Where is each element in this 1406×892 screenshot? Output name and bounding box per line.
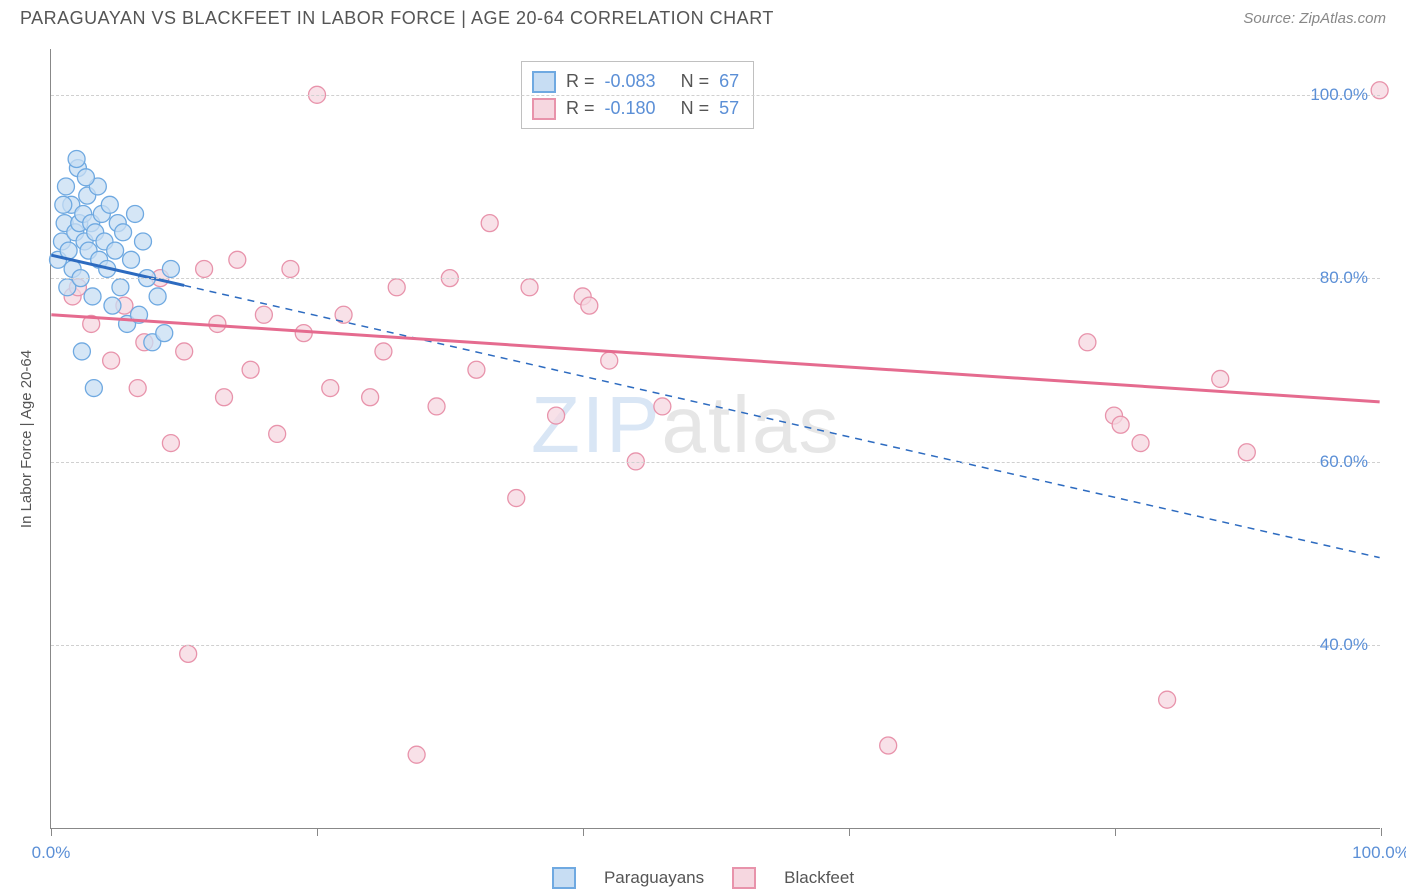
point-blackfeet	[180, 645, 197, 662]
n-value-blackfeet: 57	[719, 95, 739, 122]
gridline	[51, 645, 1380, 646]
point-blackfeet	[129, 380, 146, 397]
point-blackfeet	[176, 343, 193, 360]
point-blackfeet	[408, 746, 425, 763]
x-tick	[583, 828, 584, 836]
point-paraguayan	[115, 224, 132, 241]
point-blackfeet	[1159, 691, 1176, 708]
y-tick-label: 80.0%	[1320, 268, 1368, 288]
point-paraguayan	[73, 343, 90, 360]
x-tick	[51, 828, 52, 836]
point-blackfeet	[481, 215, 498, 232]
point-blackfeet	[322, 380, 339, 397]
point-paraguayan	[101, 196, 118, 213]
point-blackfeet	[162, 435, 179, 452]
point-blackfeet	[654, 398, 671, 415]
legend-label-blackfeet: Blackfeet	[784, 868, 854, 888]
stats-row-paraguayan: R = -0.083 N = 67	[532, 68, 739, 95]
legend-label-paraguayan: Paraguayans	[604, 868, 704, 888]
point-blackfeet	[282, 260, 299, 277]
point-paraguayan	[149, 288, 166, 305]
point-paraguayan	[55, 196, 72, 213]
point-paraguayan	[127, 205, 144, 222]
point-blackfeet	[1371, 82, 1388, 99]
gridline	[51, 95, 1380, 96]
point-paraguayan	[107, 242, 124, 259]
point-blackfeet	[548, 407, 565, 424]
point-paraguayan	[123, 251, 140, 268]
point-blackfeet	[375, 343, 392, 360]
trend-line-dashed	[184, 285, 1379, 557]
n-value-paraguayan: 67	[719, 68, 739, 95]
point-blackfeet	[508, 490, 525, 507]
swatch-blackfeet-bottom	[732, 867, 756, 889]
point-blackfeet	[216, 389, 233, 406]
point-blackfeet	[1079, 334, 1096, 351]
point-paraguayan	[57, 178, 74, 195]
bottom-legend: Paraguayans Blackfeet	[0, 867, 1406, 889]
point-blackfeet	[229, 251, 246, 268]
swatch-blackfeet	[532, 98, 556, 120]
trend-line-solid	[51, 315, 1379, 402]
x-tick-label: 0.0%	[32, 843, 71, 863]
point-paraguayan	[156, 325, 173, 342]
swatch-paraguayan-bottom	[552, 867, 576, 889]
scatter-svg	[51, 49, 1380, 828]
x-tick	[849, 828, 850, 836]
point-blackfeet	[1212, 370, 1229, 387]
point-blackfeet	[428, 398, 445, 415]
point-blackfeet	[521, 279, 538, 296]
gridline	[51, 462, 1380, 463]
point-blackfeet	[196, 260, 213, 277]
point-blackfeet	[388, 279, 405, 296]
point-blackfeet	[255, 306, 272, 323]
point-blackfeet	[880, 737, 897, 754]
point-blackfeet	[269, 425, 286, 442]
point-paraguayan	[135, 233, 152, 250]
point-paraguayan	[85, 380, 102, 397]
stats-row-blackfeet: R = -0.180 N = 57	[532, 95, 739, 122]
point-blackfeet	[242, 361, 259, 378]
point-blackfeet	[468, 361, 485, 378]
point-blackfeet	[362, 389, 379, 406]
plot-area: ZIPatlas R = -0.083 N = 67 R = -0.180 N …	[50, 49, 1380, 829]
x-tick	[317, 828, 318, 836]
r-value-paraguayan: -0.083	[605, 68, 656, 95]
swatch-paraguayan	[532, 71, 556, 93]
gridline	[51, 278, 1380, 279]
y-tick-label: 60.0%	[1320, 452, 1368, 472]
point-blackfeet	[601, 352, 618, 369]
point-blackfeet	[103, 352, 120, 369]
point-blackfeet	[1238, 444, 1255, 461]
point-paraguayan	[104, 297, 121, 314]
y-tick-label: 100.0%	[1310, 85, 1368, 105]
y-tick-label: 40.0%	[1320, 635, 1368, 655]
r-value-blackfeet: -0.180	[605, 95, 656, 122]
point-blackfeet	[1132, 435, 1149, 452]
point-paraguayan	[77, 169, 94, 186]
point-paraguayan	[162, 260, 179, 277]
point-paraguayan	[84, 288, 101, 305]
point-blackfeet	[581, 297, 598, 314]
point-paraguayan	[112, 279, 129, 296]
x-tick-label: 100.0%	[1352, 843, 1406, 863]
point-blackfeet	[1112, 416, 1129, 433]
x-tick	[1381, 828, 1382, 836]
x-tick	[1115, 828, 1116, 836]
chart-title: PARAGUAYAN VS BLACKFEET IN LABOR FORCE |…	[20, 8, 774, 29]
source-credit: Source: ZipAtlas.com	[1243, 10, 1386, 27]
y-axis-title: In Labor Force | Age 20-64	[18, 350, 35, 528]
point-paraguayan	[68, 150, 85, 167]
chart-container: In Labor Force | Age 20-64 ZIPatlas R = …	[0, 39, 1406, 889]
